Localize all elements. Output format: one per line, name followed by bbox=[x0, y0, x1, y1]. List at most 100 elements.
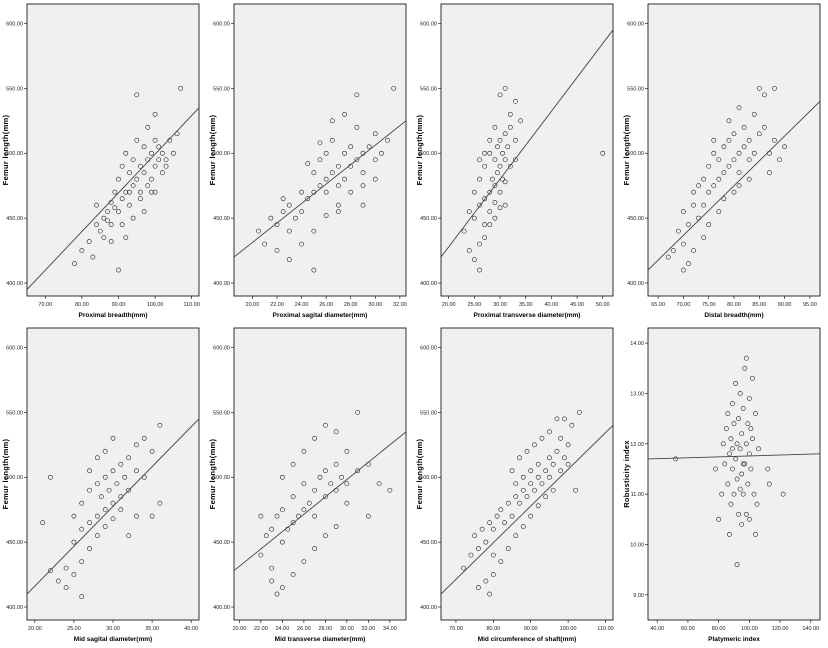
plot-area bbox=[233, 327, 407, 621]
data-point bbox=[336, 202, 341, 208]
data-point bbox=[311, 267, 317, 273]
data-point bbox=[55, 578, 61, 584]
data-point bbox=[554, 416, 560, 422]
data-point bbox=[487, 591, 493, 597]
y-tick-label: 10.00 bbox=[630, 542, 644, 548]
y-tick-label: 400.00 bbox=[420, 605, 437, 611]
data-point bbox=[734, 441, 740, 447]
data-point bbox=[110, 435, 116, 441]
data-point bbox=[502, 520, 507, 526]
data-point bbox=[262, 241, 268, 247]
data-point bbox=[329, 137, 335, 143]
x-tick-label: 25.00 bbox=[67, 626, 81, 632]
y-tick-label: 12.00 bbox=[630, 442, 644, 448]
data-point bbox=[543, 468, 549, 474]
data-point bbox=[497, 189, 503, 195]
data-point bbox=[565, 461, 571, 467]
data-point bbox=[528, 468, 534, 474]
y-tick-label: 600.00 bbox=[213, 345, 230, 351]
fit-line bbox=[234, 120, 406, 258]
y-axis-label: Femur length(mm) bbox=[1, 438, 10, 509]
y-tick-label: 550.00 bbox=[420, 410, 437, 416]
y-tick-label: 14.00 bbox=[630, 341, 644, 347]
data-point bbox=[725, 411, 731, 416]
x-tick-label: 20.00 bbox=[442, 302, 456, 308]
data-point bbox=[323, 189, 329, 195]
data-point bbox=[750, 436, 755, 442]
data-point bbox=[494, 513, 500, 519]
data-point bbox=[731, 189, 737, 195]
chart-svg: 20.00 25.00 30.00 35.00 40.00 45.00 50.00 400.0… bbox=[415, 3, 614, 319]
data-point bbox=[141, 435, 147, 441]
y-tick-label: 400.00 bbox=[6, 281, 23, 287]
data-point bbox=[72, 261, 77, 266]
data-point bbox=[299, 209, 304, 215]
y-axis-label: Femur length(mm) bbox=[415, 114, 424, 185]
data-point bbox=[716, 209, 722, 215]
x-tick-label: 100.00 bbox=[147, 302, 164, 308]
data-point bbox=[696, 183, 701, 189]
data-point bbox=[489, 176, 495, 182]
data-point bbox=[322, 468, 328, 474]
x-axis-label: Mid sagital diameter(mm) bbox=[74, 636, 152, 643]
y-tick-label: 500.00 bbox=[420, 475, 437, 481]
data-point bbox=[366, 144, 372, 150]
x-tick-label: 40.00 bbox=[184, 626, 198, 632]
fit-line bbox=[27, 107, 199, 290]
y-tick-label: 500.00 bbox=[213, 151, 230, 157]
data-point bbox=[726, 118, 732, 124]
data-point bbox=[487, 209, 493, 215]
data-point bbox=[312, 435, 318, 441]
y-tick-label: 9.00 bbox=[633, 593, 644, 599]
data-point bbox=[766, 481, 772, 487]
x-axis-label: Proximal sagital diameter(mm) bbox=[273, 312, 368, 319]
data-point bbox=[561, 455, 567, 461]
data-point bbox=[751, 150, 757, 156]
data-point bbox=[138, 189, 143, 195]
data-point bbox=[492, 124, 498, 130]
data-point bbox=[756, 131, 762, 137]
data-point bbox=[344, 481, 350, 487]
data-point bbox=[507, 111, 513, 117]
data-point bbox=[691, 202, 696, 208]
scatter-panel-4: 65.00 70.00 75.00 80.00 85.00 90.00 95.00 400.0… bbox=[621, 0, 828, 324]
data-point bbox=[87, 546, 92, 552]
data-point bbox=[477, 157, 482, 163]
y-tick-label: 550.00 bbox=[6, 410, 23, 416]
data-point bbox=[716, 516, 722, 522]
data-point bbox=[94, 533, 100, 539]
plot-area bbox=[647, 3, 821, 297]
y-tick-label: 600.00 bbox=[420, 21, 437, 27]
y-tick-label: 450.00 bbox=[213, 216, 230, 222]
data-point bbox=[505, 144, 511, 150]
data-point bbox=[487, 137, 493, 143]
data-point bbox=[178, 85, 184, 91]
x-tick-label: 50.00 bbox=[596, 302, 610, 308]
data-point bbox=[127, 170, 132, 176]
data-point bbox=[535, 461, 541, 467]
data-point bbox=[305, 161, 311, 167]
x-tick-label: 95.00 bbox=[803, 302, 817, 308]
data-point bbox=[156, 157, 162, 163]
x-tick-label: 110.00 bbox=[597, 626, 613, 632]
data-point bbox=[492, 157, 498, 163]
x-tick-label: 35.00 bbox=[145, 626, 159, 632]
x-tick-label: 100.00 bbox=[741, 626, 758, 632]
data-point bbox=[312, 546, 318, 552]
data-point bbox=[149, 189, 154, 195]
data-point bbox=[279, 507, 285, 513]
data-point bbox=[116, 176, 121, 182]
data-point bbox=[141, 209, 147, 215]
data-point bbox=[736, 183, 742, 189]
data-point bbox=[280, 209, 286, 215]
plot-area bbox=[26, 3, 200, 297]
data-point bbox=[269, 565, 275, 571]
x-tick-label: 90.00 bbox=[524, 626, 538, 632]
data-point bbox=[317, 183, 323, 189]
data-point bbox=[348, 144, 354, 150]
data-point bbox=[279, 539, 285, 545]
data-point bbox=[98, 494, 104, 500]
data-point bbox=[742, 365, 748, 371]
data-point bbox=[163, 157, 169, 163]
